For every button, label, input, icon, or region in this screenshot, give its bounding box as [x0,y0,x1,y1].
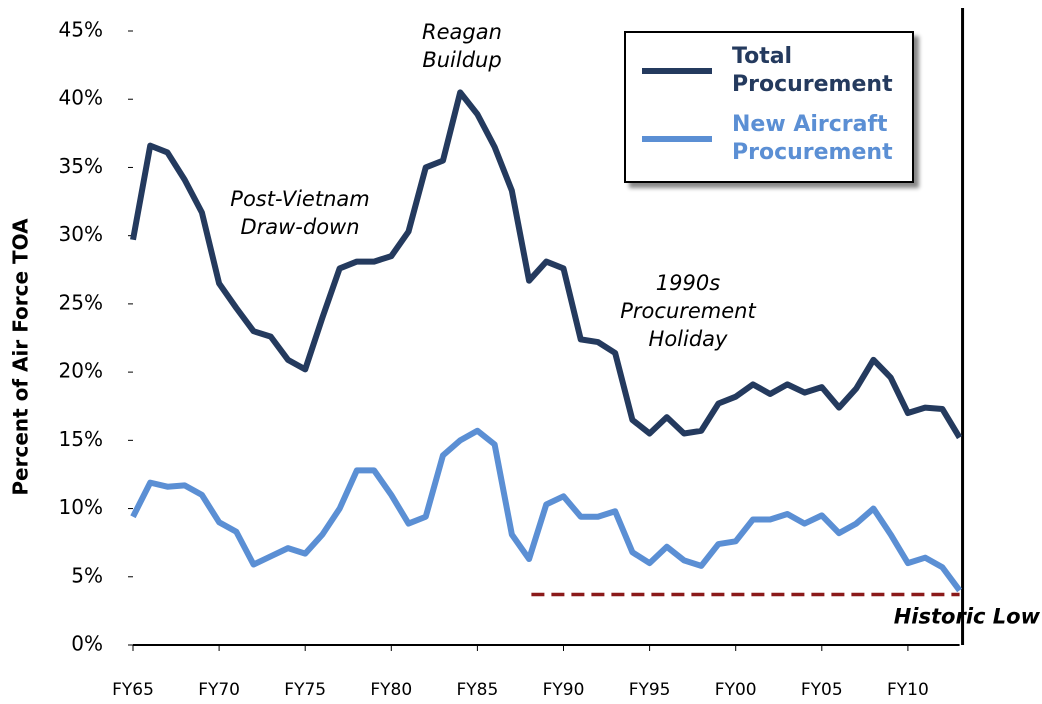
annotation: Buildup [422,48,501,72]
legend: Total Procurement New Aircraft Procuremen… [624,31,914,183]
legend-item: Total Procurement [642,43,907,99]
y-tick-label: 40% [59,86,103,110]
x-tick-label: FY75 [284,680,326,700]
x-tick-label: FY85 [457,680,499,700]
x-tick-label: FY00 [715,680,757,700]
x-tick-label: FY05 [801,680,843,700]
y-tick-label: 0% [71,632,103,656]
series-line [130,89,963,440]
y-tick-label: 5% [71,563,103,587]
reference-label: Historic Low [894,605,1041,629]
legend-swatch [642,136,712,142]
y-axis-label: Percent of Air Force TOA [9,218,33,496]
y-tick-label: 35% [59,154,103,178]
y-tick-label: 25% [59,290,103,314]
x-tick-label: FY80 [370,680,412,700]
y-tick-label: 45% [59,18,103,42]
x-tick-label: FY10 [887,680,929,700]
annotation: Reagan [422,20,502,44]
legend-item: New Aircraft Procurement [642,111,907,167]
annotation: 1990s [656,271,720,295]
y-tick-label: 15% [59,427,103,451]
annotation: Post-Vietnam [230,187,369,211]
x-tick-label: FY90 [543,680,585,700]
legend-label: New Aircraft Procurement [732,112,893,165]
annotation: Draw-down [240,215,359,239]
annotation: Procurement [620,299,756,323]
annotation: Holiday [649,327,729,351]
legend-label: Total Procurement [732,44,893,97]
y-tick-label: 10% [59,495,103,519]
series-line [130,427,962,593]
y-tick-label: 20% [59,359,103,383]
x-tick-label: FY65 [112,680,154,700]
x-tick-label: FY70 [198,680,240,700]
x-tick-label: FY95 [629,680,671,700]
y-tick-label: 30% [59,222,103,246]
legend-swatch [642,68,712,74]
